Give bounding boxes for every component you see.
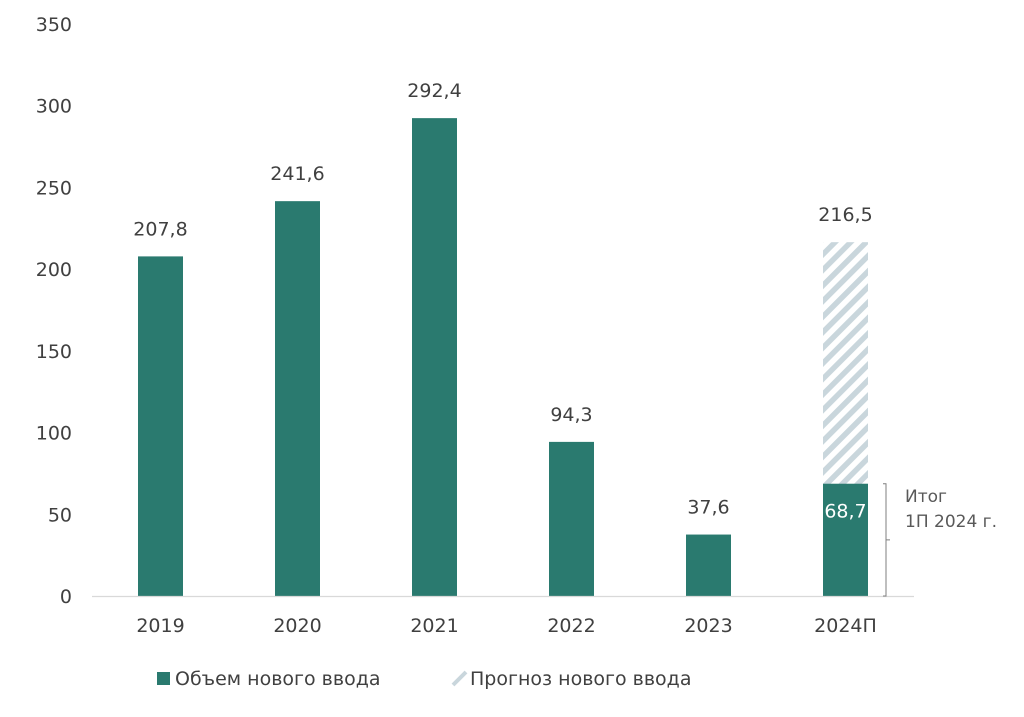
x-tick-label: 2019 [136, 615, 184, 637]
data-label-actual: 68,7 [824, 501, 866, 523]
legend-swatch-forecast [451, 670, 468, 687]
data-label-forecast: 216,5 [818, 204, 872, 226]
annotation-bracket-line [883, 483, 890, 597]
y-tick-label: 250 [36, 177, 72, 199]
y-tick-label: 50 [48, 504, 72, 526]
bar-actual [138, 256, 183, 596]
y-tick-label: 350 [36, 14, 72, 36]
bar-actual [549, 441, 594, 596]
bar-actual [412, 118, 457, 596]
y-tick-label: 150 [36, 341, 72, 363]
legend: Объем нового ввода Прогноз нового ввода [157, 668, 691, 690]
data-label-actual: 292,4 [407, 80, 461, 102]
annotation-bracket: Итог 1П 2024 г. [883, 483, 997, 597]
y-axis-ticks: 0 50 100 150 200 250 300 350 [36, 14, 72, 608]
x-tick-label: 2021 [410, 615, 458, 637]
x-axis-ticks: 2019 2020 2021 2022 2023 2024П [136, 615, 877, 637]
legend-label-forecast: Прогноз нового ввода [470, 668, 691, 690]
data-label-actual: 94,3 [550, 404, 592, 426]
x-tick-label: 2020 [273, 615, 321, 637]
data-label-actual: 37,6 [687, 497, 729, 519]
annotation-text: Итог [905, 487, 947, 507]
bar-actual [686, 534, 731, 596]
bar-actual [275, 201, 320, 597]
y-tick-label: 0 [60, 586, 72, 608]
legend-swatch-actual [157, 672, 170, 685]
y-tick-label: 100 [36, 423, 72, 445]
data-labels: 216,5 207,8 241,6 292,4 94,3 37,6 68,7 [133, 80, 872, 523]
x-tick-label: 2022 [547, 615, 595, 637]
y-tick-label: 300 [36, 96, 72, 118]
legend-label-actual: Объем нового ввода [175, 668, 380, 690]
data-label-actual: 207,8 [133, 218, 187, 240]
bars [138, 118, 868, 597]
y-tick-label: 200 [36, 259, 72, 281]
x-tick-label: 2024П [814, 615, 877, 637]
x-tick-label: 2023 [684, 615, 732, 637]
bar-actual [823, 483, 868, 596]
data-label-actual: 241,6 [270, 163, 324, 185]
annotation-text: 1П 2024 г. [905, 512, 997, 532]
